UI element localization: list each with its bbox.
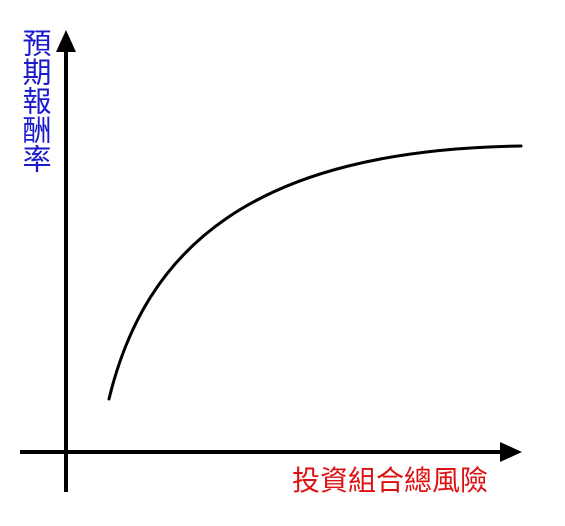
x-axis-arrowhead <box>500 442 522 462</box>
x-axis-label: 投資組合總風險 <box>292 464 489 497</box>
risk-return-curve <box>107 144 523 401</box>
y-axis-label: 預期報酬率 <box>18 28 52 173</box>
y-axis-arrowhead <box>56 30 76 52</box>
